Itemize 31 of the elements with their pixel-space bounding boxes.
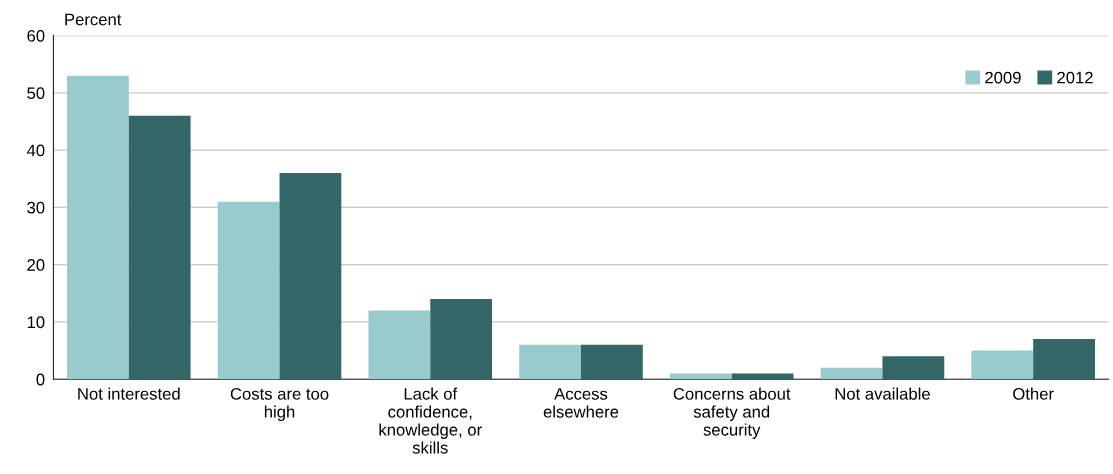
- bar: [217, 201, 280, 380]
- bar: [731, 373, 794, 380]
- x-tick-label: Access elsewhere: [543, 388, 619, 418]
- bar: [66, 75, 129, 380]
- x-tick-label: Lack of confidence, knowledge, or skills: [379, 387, 482, 454]
- bar: [669, 373, 732, 380]
- x-tick-label: Other: [1013, 387, 1054, 400]
- y-tick-label: 10: [27, 316, 45, 329]
- legend-label: 2012: [1057, 71, 1093, 84]
- bar: [128, 115, 191, 380]
- bar: [1033, 339, 1095, 380]
- y-tick-label: 30: [27, 201, 45, 214]
- y-tick-label: 50: [27, 87, 45, 100]
- x-tick-label: Not interested: [78, 387, 180, 400]
- y-tick-label: 40: [26, 144, 45, 157]
- bar: [430, 299, 493, 380]
- bar: [279, 173, 342, 380]
- y-tick-label: 60: [27, 29, 45, 42]
- x-tick-label: Concerns about safety and security: [673, 387, 791, 439]
- x-tick-label: Not available: [835, 387, 930, 400]
- legend-label: 2009: [985, 71, 1021, 84]
- bar: [882, 356, 945, 380]
- bar: [368, 310, 431, 380]
- bar: [519, 344, 581, 380]
- bar: [971, 350, 1034, 380]
- y-tick-label: 0: [36, 373, 45, 386]
- y-tick-label: 20: [27, 259, 45, 271]
- bar: [820, 367, 883, 380]
- x-tick-label: Costs are too high: [230, 387, 329, 422]
- y-axis-title: Percent: [65, 13, 122, 26]
- bar: [580, 344, 643, 380]
